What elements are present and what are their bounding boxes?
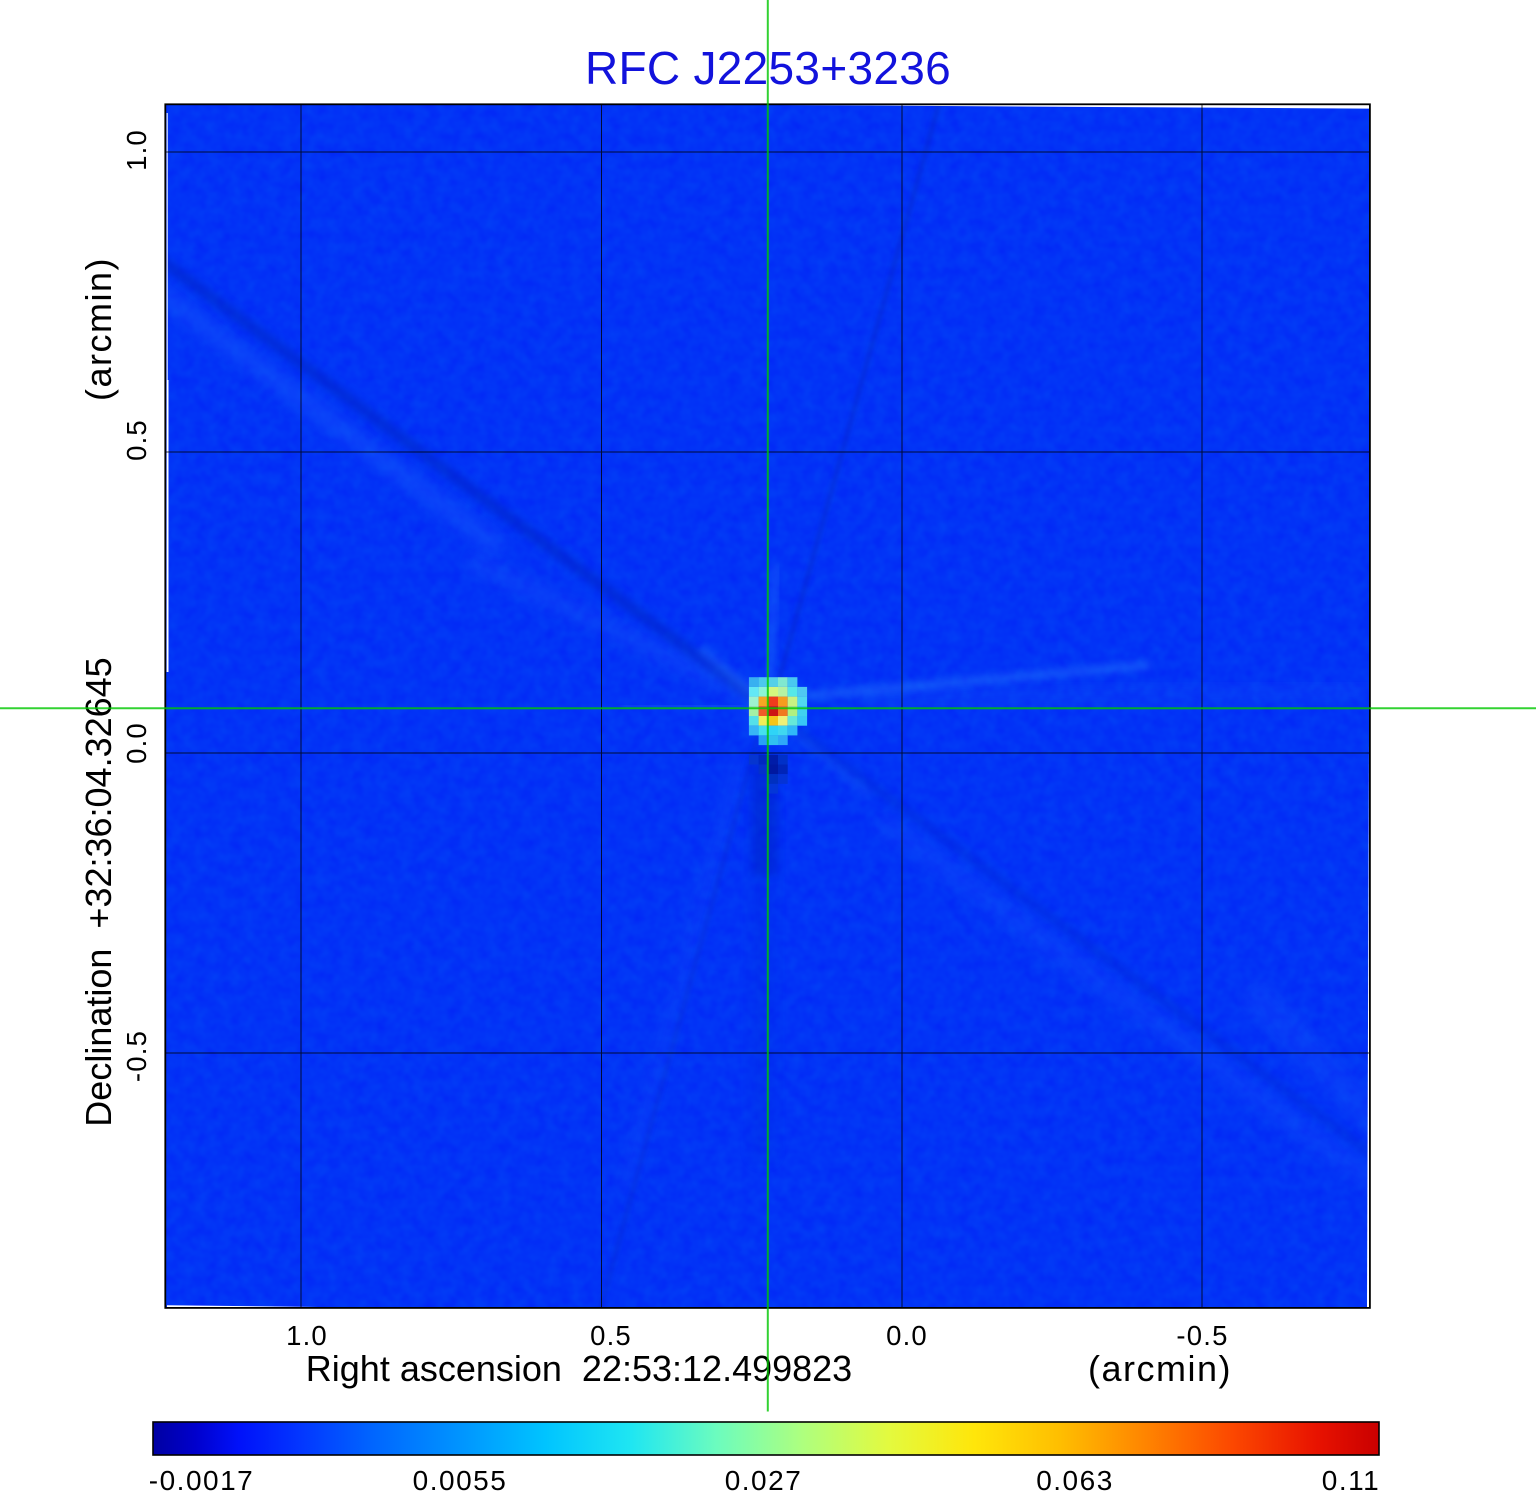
svg-text:0.5: 0.5: [590, 1320, 632, 1351]
svg-text:1.0: 1.0: [121, 129, 152, 171]
svg-text:0.063: 0.063: [1036, 1465, 1114, 1496]
svg-text:-0.5: -0.5: [1176, 1320, 1228, 1351]
svg-text:Declination +32:36:04.32645: Declination +32:36:04.32645: [78, 657, 119, 1126]
svg-text:0.11: 0.11: [1322, 1465, 1380, 1496]
svg-text:0.0: 0.0: [886, 1320, 928, 1351]
svg-text:0.027: 0.027: [725, 1465, 803, 1496]
svg-text:-0.0017: -0.0017: [149, 1465, 254, 1496]
svg-text:0.0: 0.0: [121, 722, 152, 764]
svg-text:Right ascension 22:53:12.4998: Right ascension 22:53:12.499823: [306, 1348, 852, 1389]
svg-text:0.5: 0.5: [121, 419, 152, 461]
svg-text:(arcmin): (arcmin): [1088, 1348, 1232, 1389]
svg-text:(arcmin): (arcmin): [78, 257, 119, 401]
svg-text:1.0: 1.0: [286, 1320, 328, 1351]
svg-text:0.0055: 0.0055: [413, 1465, 508, 1496]
svg-text:-0.5: -0.5: [121, 1030, 152, 1082]
